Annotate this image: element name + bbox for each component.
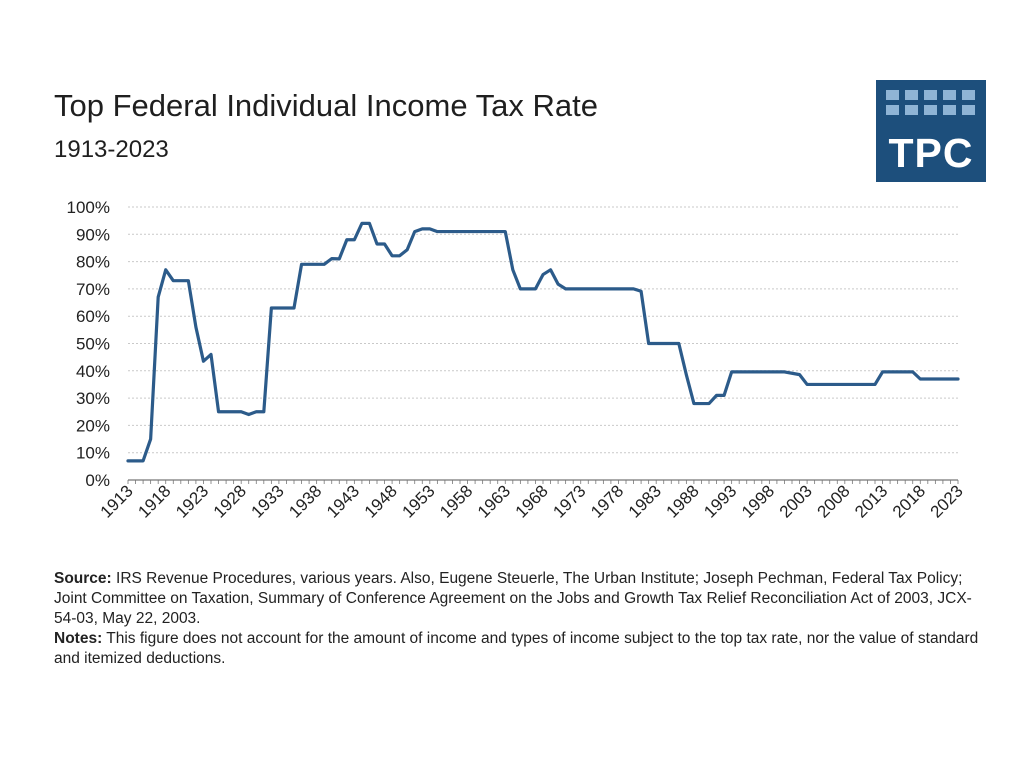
x-tick-label: 1953: [398, 481, 438, 521]
x-tick-label: 1933: [248, 481, 288, 521]
logo-grid-icon: [886, 90, 978, 120]
x-tick-label: 1978: [587, 481, 627, 521]
y-tick-label: 30%: [76, 389, 110, 408]
source-note: Source: IRS Revenue Procedures, various …: [54, 569, 984, 629]
x-tick-label: 2023: [927, 481, 967, 521]
x-tick-label: 1963: [474, 481, 514, 521]
x-tick-label: 1943: [323, 481, 363, 521]
x-tick-label: 1918: [134, 481, 174, 521]
x-tick-label: 2003: [776, 481, 816, 521]
x-tick-label: 2008: [813, 481, 853, 521]
x-tick-label: 1958: [436, 481, 476, 521]
chart-series: [126, 221, 960, 463]
y-tick-label: 20%: [76, 416, 110, 435]
source-text: IRS Revenue Procedures, various years. A…: [54, 570, 972, 627]
x-tick-label: 1993: [700, 481, 740, 521]
y-tick-label: 40%: [76, 362, 110, 381]
y-tick-label: 90%: [76, 225, 110, 244]
chart-footnotes: Source: IRS Revenue Procedures, various …: [54, 569, 984, 669]
source-label: Source:: [54, 570, 112, 587]
x-tick-label: 1988: [663, 481, 703, 521]
x-tick-label: 1938: [285, 481, 325, 521]
line-chart: 0% 10% 20% 30% 40% 50% 60% 70% 80% 90% 100% 191319…: [67, 198, 967, 522]
series-line: [126, 221, 960, 463]
x-tick-label: 1998: [738, 481, 778, 521]
y-tick-label: 70%: [76, 280, 110, 299]
x-tick-label: 2013: [851, 481, 891, 521]
notes-note: Notes: This figure does not account for …: [54, 629, 984, 669]
chart-gridlines: [128, 206, 958, 454]
y-tick-label: 100%: [67, 198, 110, 217]
x-tick-label: 2018: [889, 481, 929, 521]
notes-text: This figure does not account for the amo…: [54, 630, 979, 667]
y-axis-ticks: 0% 10% 20% 30% 40% 50% 60% 70% 80% 90% 100%: [67, 198, 110, 490]
x-tick-label: 1923: [172, 481, 212, 521]
y-tick-label: 10%: [76, 444, 110, 463]
y-tick-label: 50%: [76, 335, 110, 354]
x-axis-ticks: 1913191819231928193319381943194819531958…: [97, 481, 967, 521]
notes-label: Notes:: [54, 630, 103, 647]
x-tick-label: 1928: [210, 481, 250, 521]
y-tick-label: 0%: [85, 471, 110, 490]
y-tick-label: 80%: [76, 253, 110, 272]
tpc-logo: TPC: [876, 80, 986, 182]
chart-title: Top Federal Individual Income Tax Rate: [54, 88, 598, 123]
x-axis: [127, 479, 959, 484]
y-tick-label: 60%: [76, 307, 110, 326]
logo-text: TPC: [888, 130, 974, 176]
x-tick-label: 1968: [512, 481, 552, 521]
x-tick-label: 1973: [549, 481, 589, 521]
x-tick-label: 1948: [361, 481, 401, 521]
x-tick-label: 1983: [625, 481, 665, 521]
chart-subtitle: 1913-2023: [54, 136, 169, 163]
